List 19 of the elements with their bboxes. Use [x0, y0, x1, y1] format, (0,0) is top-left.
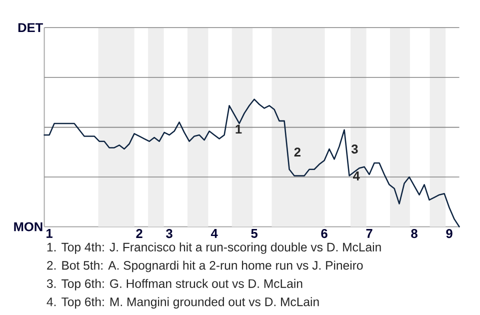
annotation: 4	[353, 171, 360, 180]
text: 2. Bot 5th: A. Spognardi hit a 2-run home run vs J. Pineiro	[47, 260, 363, 272]
x-tick-label: 9	[446, 228, 452, 238]
text: 3. Top 6th: G. Hoffman struck out vs D. McLain	[46, 278, 302, 290]
annotation: 2	[294, 147, 300, 156]
x-tick-label: 8	[411, 228, 418, 238]
x-tick-label: 3	[166, 228, 172, 238]
text: DET	[18, 22, 43, 32]
text: 4. Top 6th: M. Mangini grounded out vs D. McLain	[46, 296, 319, 308]
annotation: 3	[351, 144, 358, 154]
x-tick-label: 1	[46, 228, 52, 238]
x-tick-label: 5	[251, 228, 258, 238]
x-tick-label: 4	[210, 228, 218, 238]
text: 1. Top 4th: J. Francisco hit a run-scoring double vs D. McLain	[47, 242, 381, 254]
text: MON	[14, 222, 42, 232]
x-tick-label: 6	[321, 228, 328, 238]
x-tick-label: 7	[366, 228, 372, 238]
x-tick-label: 2	[136, 228, 142, 238]
annotation: 1	[236, 124, 242, 134]
